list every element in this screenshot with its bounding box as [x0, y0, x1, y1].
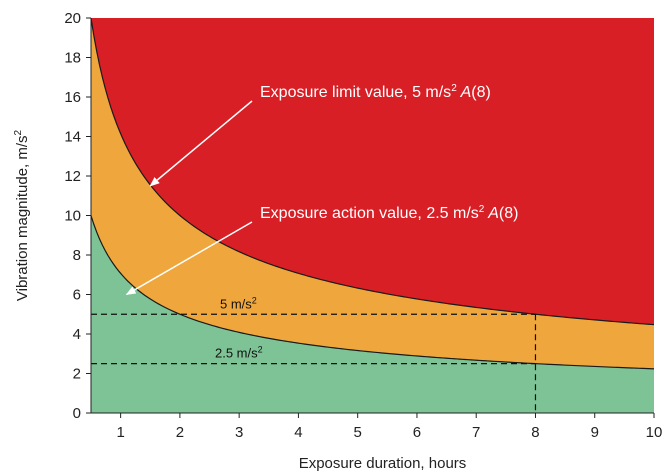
annotations: Exposure limit value, 5 m/s2 A(8) Exposur… [125, 83, 518, 296]
x-tick-label: 7 [472, 424, 480, 441]
y-tick-label: 2 [73, 366, 81, 383]
y-tick-label: 4 [73, 326, 81, 343]
reference-label: 5 m/s2 [220, 295, 257, 311]
action-region [91, 18, 654, 369]
x-tick-label: 5 [354, 424, 362, 441]
x-tick-label: 2 [176, 424, 184, 441]
y-tick-label: 10 [64, 208, 81, 225]
y-tick-label: 0 [73, 405, 81, 422]
annotation-arrow [149, 100, 253, 187]
x-tick-label: 8 [531, 424, 539, 441]
annotation-arrow [125, 221, 253, 296]
y-tick-label: 6 [73, 287, 81, 304]
y-tick-label: 12 [64, 168, 81, 185]
x-tick-label: 9 [591, 424, 599, 441]
y-tick-label: 20 [64, 10, 81, 27]
y-tick-label: 18 [64, 50, 81, 67]
x-tick-label: 6 [413, 424, 421, 441]
x-tick-label: 1 [116, 424, 124, 441]
x-axis-title: Exposure duration, hours [299, 455, 467, 472]
reference-label: 2.5 m/s2 [215, 345, 263, 361]
y-axis-title: Vibration magnitude, m/s2 [13, 129, 31, 301]
y-tick-label: 8 [73, 247, 81, 264]
x-tick-label: 10 [646, 424, 663, 441]
curve-layer [90, 17, 655, 370]
x-tick-label: 4 [294, 424, 302, 441]
series-annotation: Exposure limit value, 5 m/s2 A(8) [260, 83, 491, 101]
reference-lines: 5 m/s2 2.5 m/s2 [91, 295, 537, 413]
y-tick-label: 14 [64, 129, 81, 146]
action-curve [90, 215, 655, 370]
x-tick-label: 3 [235, 424, 243, 441]
limit-curve [90, 17, 655, 326]
y-tick-label: 16 [64, 89, 81, 106]
series-annotation: Exposure action value, 2.5 m/s2 A(8) [260, 204, 518, 222]
